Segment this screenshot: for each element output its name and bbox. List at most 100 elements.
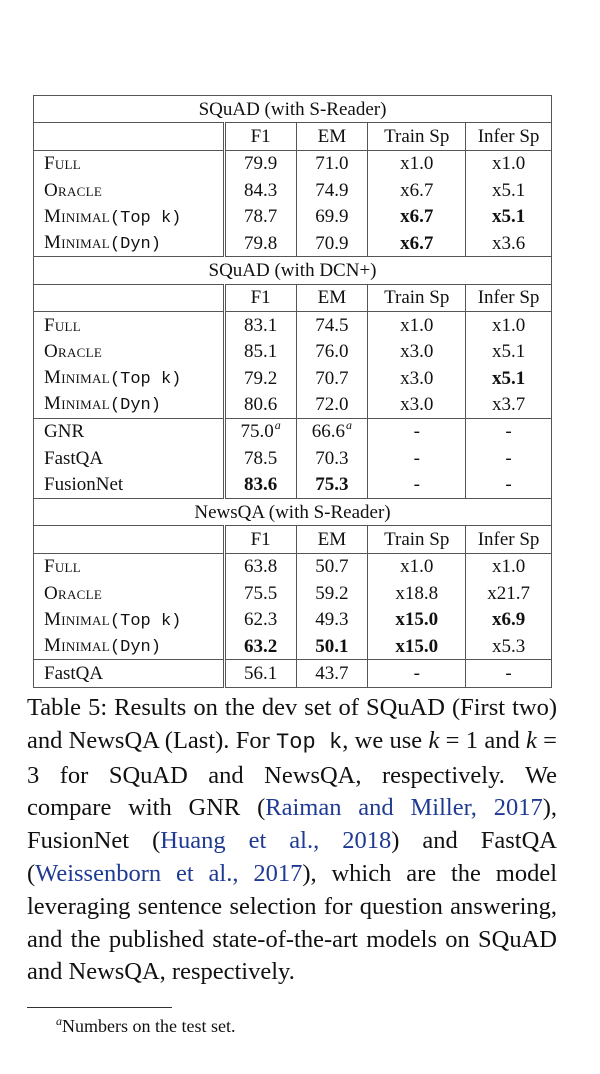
model-name: Oracle bbox=[44, 179, 103, 201]
column-header: EM bbox=[295, 122, 369, 151]
table-row: Oracle 85.1 76.0 x3.0 x5.1 bbox=[33, 338, 552, 365]
cell-value: 78.5 bbox=[244, 447, 278, 469]
infer-speedup-cell: x6.9 bbox=[465, 606, 552, 633]
model-variant: (Dyn) bbox=[109, 235, 161, 255]
f1-cell: 56.1 bbox=[223, 659, 297, 688]
em-cell: 72.0 bbox=[295, 391, 369, 419]
train-speedup-cell: x1.0 bbox=[367, 311, 467, 339]
footnote-rule bbox=[27, 1007, 172, 1008]
cell-value: 79.2 bbox=[244, 367, 278, 389]
train-speedup-cell: x1.0 bbox=[367, 149, 467, 178]
citation-link[interactable]: Weissenborn et al., 2017 bbox=[35, 859, 303, 887]
cell-value: - bbox=[505, 447, 512, 469]
results-table: SQuAD (with S-Reader) F1 EM Train Sp Infer S… bbox=[33, 94, 552, 688]
model-name-cell: GNR bbox=[33, 417, 226, 446]
train-speedup-cell: x18.8 bbox=[367, 580, 467, 607]
model-name-cell: Oracle bbox=[33, 177, 226, 204]
footnote-text: Numbers on the test set. bbox=[62, 1016, 236, 1036]
infer-speedup-cell: x5.1 bbox=[465, 177, 552, 204]
train-speedup-cell: - bbox=[367, 417, 467, 446]
model-name-cell: FusionNet bbox=[33, 471, 226, 499]
column-header: F1 bbox=[223, 525, 297, 554]
cell-value: x3.0 bbox=[400, 367, 434, 389]
section-title: SQuAD (with DCN+) bbox=[33, 256, 552, 285]
table-row: FastQA 78.5 70.3 - - bbox=[33, 445, 552, 472]
em-cell: 75.3 bbox=[295, 471, 369, 499]
cell-value: 49.3 bbox=[315, 609, 349, 631]
cell-value: 70.7 bbox=[315, 367, 349, 389]
cell-value: - bbox=[505, 421, 512, 443]
cell-value: 75.3 bbox=[315, 474, 349, 496]
column-header-row: F1 EM Train Sp Infer Sp bbox=[33, 525, 552, 554]
f1-cell: 85.1 bbox=[223, 338, 297, 365]
caption-text: , we use bbox=[342, 726, 429, 754]
em-cell: 50.1 bbox=[295, 632, 369, 660]
column-header: Infer Sp bbox=[465, 525, 552, 554]
cell-value: x3.0 bbox=[400, 393, 434, 415]
column-header: F1 bbox=[223, 122, 297, 151]
table-row: Minimal(Top k) 62.3 49.3 x15.0 x6.9 bbox=[33, 606, 552, 633]
cell-value: x5.1 bbox=[491, 367, 526, 389]
caption-text: ), FusionNet ( bbox=[27, 794, 557, 855]
cell-value: 63.2 bbox=[244, 635, 278, 657]
citation-link[interactable]: Huang et al., 2018 bbox=[160, 827, 392, 855]
column-header: EM bbox=[295, 283, 369, 312]
infer-speedup-cell: x5.1 bbox=[465, 364, 552, 392]
cell-value: - bbox=[413, 447, 420, 469]
cell-value: x21.7 bbox=[487, 582, 530, 604]
f1-cell: 80.6 bbox=[223, 391, 297, 419]
footnote-mark: a bbox=[56, 1014, 62, 1028]
f1-cell: 83.1 bbox=[223, 311, 297, 339]
column-header: Train Sp bbox=[367, 525, 467, 554]
cell-value: x6.7 bbox=[400, 206, 434, 228]
em-cell: 50.7 bbox=[295, 552, 369, 581]
em-cell: 59.2 bbox=[295, 580, 369, 607]
column-header-row: F1 EM Train Sp Infer Sp bbox=[33, 122, 552, 151]
footnote: aNumbers on the test set. bbox=[56, 1014, 235, 1037]
em-cell: 70.9 bbox=[295, 229, 369, 257]
cell-value: x1.0 bbox=[400, 153, 434, 175]
model-variant: (Dyn) bbox=[109, 638, 161, 657]
cell-value: 74.9 bbox=[315, 179, 349, 201]
section-title: NewsQA (with S-Reader) bbox=[33, 497, 552, 526]
cell-value: - bbox=[505, 474, 512, 496]
cell-value: 79.8 bbox=[244, 232, 278, 254]
table-row: Oracle 84.3 74.9 x6.7 x5.1 bbox=[33, 177, 552, 204]
table-row: Full 79.9 71.0 x1.0 x1.0 bbox=[33, 149, 552, 178]
caption-math: k bbox=[525, 726, 537, 754]
cell-value: 75.0 bbox=[240, 421, 274, 443]
model-name-cell: Minimal(Top k) bbox=[33, 606, 226, 633]
citation-link[interactable]: Raiman and Miller, 2017 bbox=[265, 794, 543, 822]
caption-text: Table 5: Results on the dev set of SQuAD… bbox=[27, 694, 557, 754]
f1-cell: 83.6 bbox=[223, 471, 297, 499]
table-row: Minimal(Dyn) 80.6 72.0 x3.0 x3.7 bbox=[33, 391, 552, 419]
table-row: GNR 75.0a 66.6a - - bbox=[33, 417, 552, 446]
caption-code: Top k bbox=[276, 729, 343, 755]
cell-value: 83.1 bbox=[244, 314, 278, 336]
train-speedup-cell: x6.7 bbox=[367, 203, 467, 230]
em-cell: 69.9 bbox=[295, 203, 369, 230]
f1-cell: 79.8 bbox=[223, 229, 297, 257]
table-caption: Table 5: Results on the dev set of SQuAD… bbox=[27, 692, 557, 989]
f1-cell: 79.2 bbox=[223, 364, 297, 392]
f1-cell: 63.8 bbox=[223, 552, 297, 581]
em-cell: 43.7 bbox=[295, 659, 369, 688]
model-name: GNR bbox=[44, 421, 85, 443]
cell-value: 84.3 bbox=[244, 179, 278, 201]
cell-value: 62.3 bbox=[244, 609, 278, 631]
cell-value: x18.8 bbox=[395, 582, 439, 604]
em-cell: 70.3 bbox=[295, 445, 369, 472]
train-speedup-cell: x1.0 bbox=[367, 552, 467, 581]
model-name: FusionNet bbox=[44, 474, 124, 496]
model-name: FastQA bbox=[44, 662, 104, 684]
model-name: Oracle bbox=[44, 341, 103, 363]
cell-value: 76.0 bbox=[315, 341, 349, 363]
model-name: Minimal bbox=[44, 367, 110, 389]
model-name-cell: Full bbox=[33, 149, 226, 178]
train-speedup-cell: x6.7 bbox=[367, 229, 467, 257]
infer-speedup-cell: x1.0 bbox=[465, 552, 552, 581]
infer-speedup-cell: x5.3 bbox=[465, 632, 552, 660]
em-cell: 71.0 bbox=[295, 149, 369, 178]
model-name: Oracle bbox=[44, 582, 103, 604]
f1-cell: 84.3 bbox=[223, 177, 297, 204]
